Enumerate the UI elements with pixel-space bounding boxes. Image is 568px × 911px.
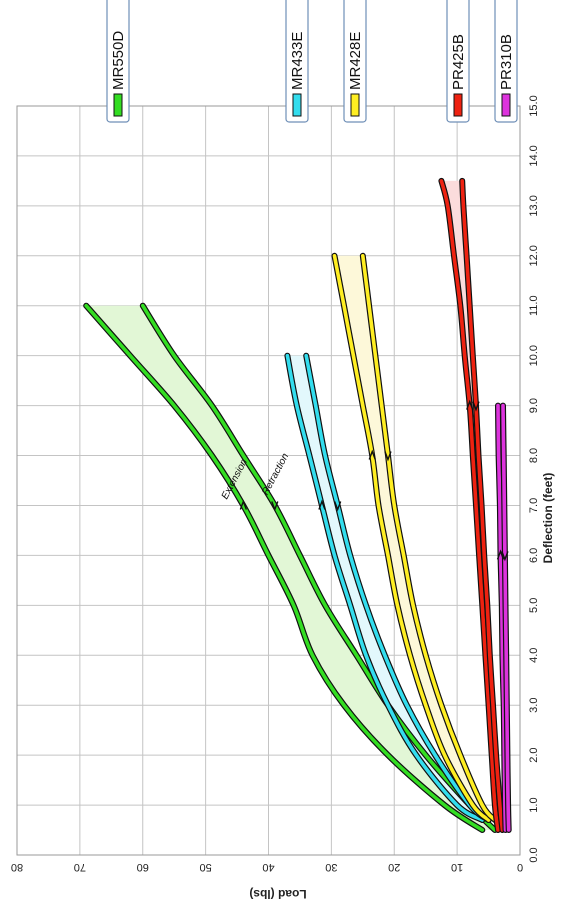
curve-mr550d-retraction [141, 303, 497, 832]
curve-mr428e-extension [332, 254, 491, 822]
band-fill-mr550d [86, 305, 495, 831]
legend-label: PR425B [450, 34, 467, 90]
x-tick-label: 10.0 [528, 345, 540, 366]
x-tick-label: 1.0 [528, 797, 540, 812]
curve-pr425b-retraction [460, 179, 505, 832]
direction-arrow-pr425b-extension [466, 399, 474, 410]
curve-mr428e-retraction [361, 254, 497, 822]
plot-frame [16, 105, 521, 856]
curve-pr310b-extension [496, 403, 508, 832]
x-tick-label: 4.0 [528, 648, 540, 663]
curve-mr433e-extension [285, 353, 485, 822]
x-tick-label: 8.0 [528, 448, 540, 463]
direction-arrow-mr433e-retraction [334, 501, 342, 512]
legend-entry-mr433e: MR433E [285, 0, 309, 123]
curve-mr550d-extension [84, 303, 485, 832]
direction-arrow-mr433e-extension [318, 499, 326, 510]
direction-arrow-mr550d-retraction [271, 501, 279, 512]
legend-label: PR310B [498, 34, 515, 90]
curve-pr310b-retraction [501, 403, 511, 832]
tick-labels: 0.0 1.0 2.0 3.0 4.0 5.0 6.0 7.0 8.0 9.0 10.0 11.0 12… [11, 95, 540, 873]
legend-box [343, 0, 367, 123]
y-tick-label: 80 [11, 861, 23, 873]
legend-swatch [292, 93, 302, 117]
y-tick-label: 70 [74, 861, 86, 873]
direction-arrow-mr428e-retraction [384, 451, 392, 462]
legend-swatch [113, 93, 123, 117]
legend-label: MR433E [289, 32, 306, 90]
x-tick-label: 0.0 [528, 847, 540, 862]
legend-entry-mr428e: MR428E [343, 0, 367, 123]
legend-entry-pr310b: PR310B [494, 0, 518, 123]
y-tick-label: 60 [137, 861, 149, 873]
curve-pr425b-extension [439, 179, 500, 832]
y-tick-label: 50 [200, 861, 212, 873]
legend-entry-pr425b: PR425B [446, 0, 470, 123]
y-axis-title: Load (lbs) [249, 887, 306, 901]
x-tick-label: 12.0 [528, 245, 540, 266]
legend-box [106, 0, 130, 123]
x-tick-label: 3.0 [528, 698, 540, 713]
legend-swatch [453, 93, 463, 117]
y-tick-label: 20 [388, 861, 400, 873]
series-curves [83, 177, 512, 833]
x-tick-label: 6.0 [528, 548, 540, 563]
y-tick-label: 0 [517, 861, 523, 873]
legend-entry-mr550d: MR550D [106, 0, 130, 123]
x-tick-label: 7.0 [528, 498, 540, 513]
legend-swatch [501, 93, 511, 117]
legend-box [285, 0, 309, 123]
legend: MR550D MR433E MR428E PR425B PR310B [106, 0, 518, 123]
x-tick-label: 9.0 [528, 398, 540, 413]
annotation-retraction: Retraction [260, 451, 291, 497]
legend-label: MR428E [347, 32, 364, 90]
x-tick-label: 14.0 [528, 145, 540, 166]
direction-arrow-mr428e-extension [368, 449, 376, 460]
x-tick-label: 15.0 [528, 95, 540, 116]
x-tick-label: 2.0 [528, 747, 540, 762]
y-tick-label: 40 [262, 861, 274, 873]
band-fill-mr433e [287, 355, 489, 821]
legend-swatch [350, 93, 360, 117]
x-tick-label: 5.0 [528, 598, 540, 613]
band-fill-mr428e [334, 255, 495, 821]
curve-mr433e-retraction [304, 353, 491, 822]
legend-box [494, 0, 518, 123]
x-axis-title: Deflection (feet) [541, 473, 555, 564]
legend-label: MR550D [110, 31, 127, 90]
direction-arrow-pr425b-retraction [472, 401, 480, 412]
x-tick-label: 13.0 [528, 195, 540, 216]
y-tick-label: 10 [451, 861, 463, 873]
direction-arrow-pr310b-retraction [501, 551, 509, 562]
legend-box [446, 0, 470, 123]
direction-arrow-mr550d-extension [239, 499, 248, 510]
x-tick-label: 11.0 [528, 295, 540, 316]
direction-arrow-pr310b-extension [496, 549, 505, 560]
y-tick-label: 30 [325, 861, 337, 873]
